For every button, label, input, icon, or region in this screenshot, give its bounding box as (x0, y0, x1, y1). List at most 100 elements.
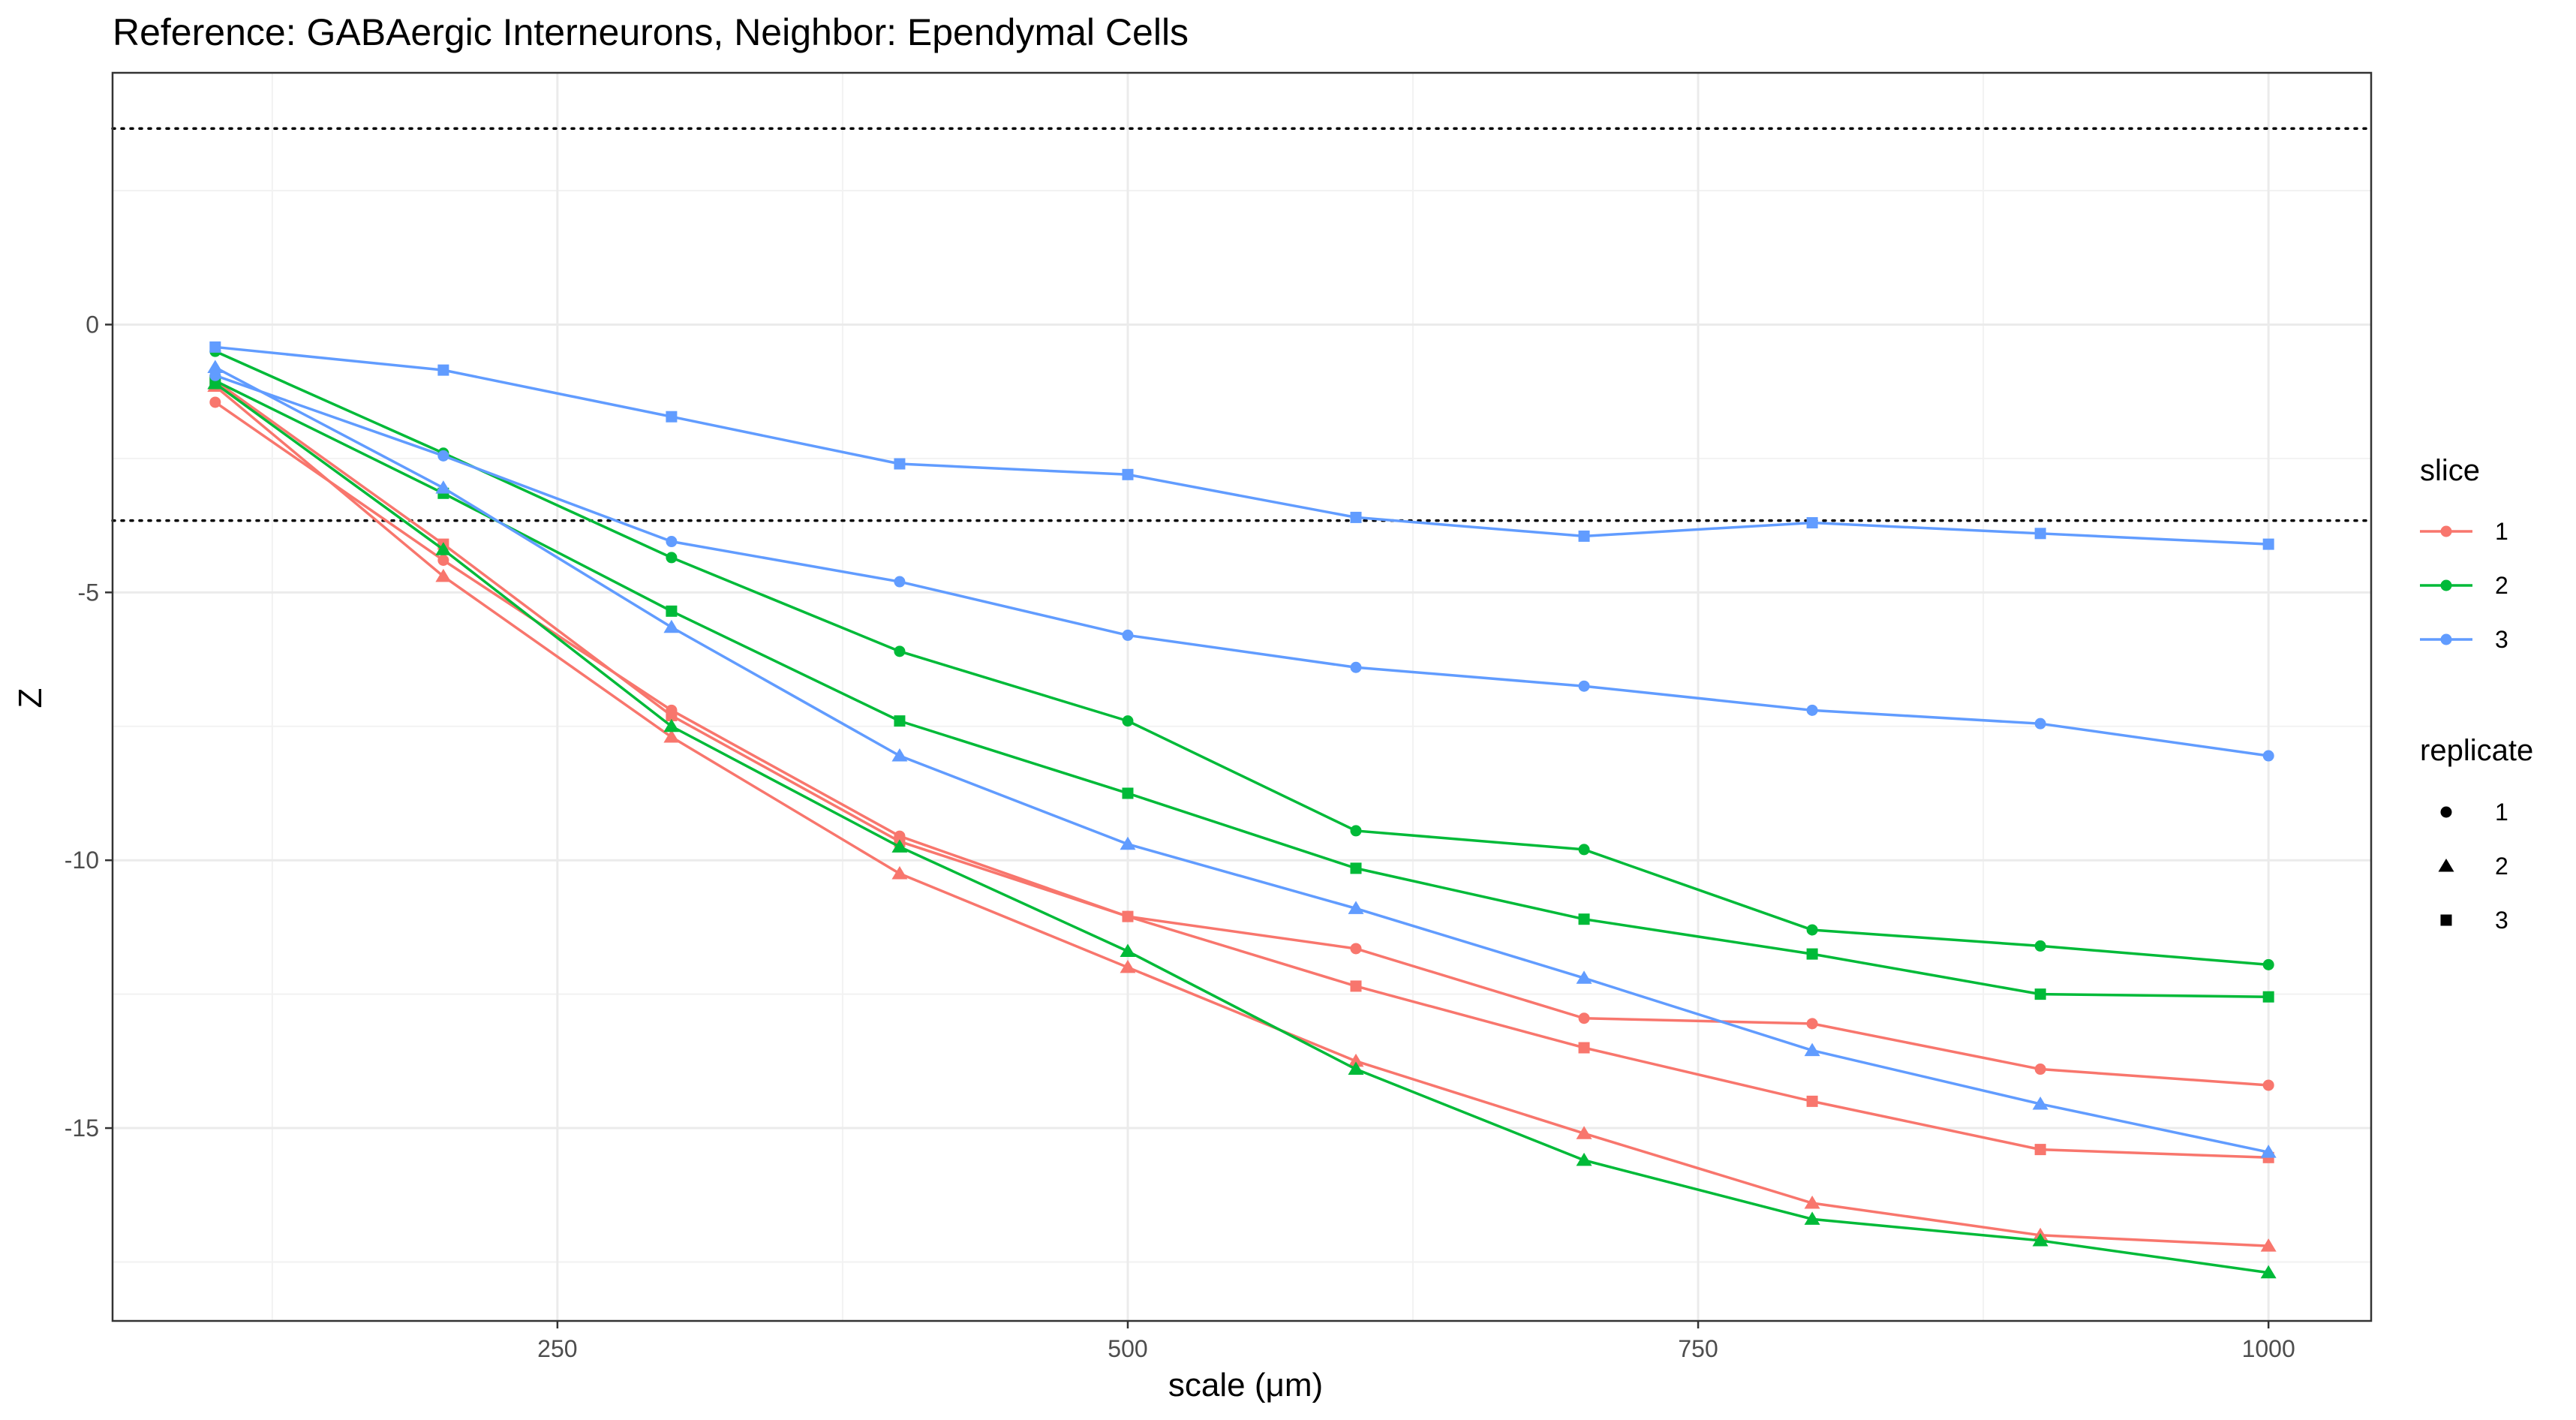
data-point (894, 645, 906, 657)
data-point (207, 360, 224, 374)
reference-lines (111, 127, 2373, 522)
y-tick-label: -5 (78, 579, 99, 606)
axis-tick-labels: 250 500 750 1000 0 -5 -10 -15 (65, 311, 2295, 1362)
series-slice2-replicate2 (207, 375, 2277, 1279)
data-point (1348, 1061, 1364, 1076)
series-line (215, 379, 2269, 998)
series-line (214, 401, 2269, 1087)
data-point (666, 552, 678, 564)
data-point (2034, 718, 2046, 730)
data-point (891, 866, 908, 880)
data-point (1806, 924, 1818, 936)
data-point (2034, 940, 2046, 952)
data-point (1804, 1195, 1820, 1209)
data-point (891, 748, 908, 762)
data-point (209, 396, 221, 408)
data-point (666, 411, 678, 423)
legend-key-point (2440, 579, 2452, 591)
legend-label: 2 (2495, 572, 2508, 599)
data-point (666, 709, 678, 721)
legend-label: 1 (2495, 799, 2508, 826)
data-point (2262, 750, 2274, 762)
x-tick-label: 500 (1108, 1335, 1147, 1362)
legend: slice 1 2 3 replicate 1 2 3 (2420, 454, 2533, 934)
data-point (1120, 836, 1136, 850)
data-point (1122, 910, 1134, 922)
series-slice3-replicate2 (207, 360, 2277, 1158)
grid-layer (113, 73, 2371, 1321)
data-point (209, 341, 221, 353)
legend-title-replicate: replicate (2420, 734, 2533, 767)
data-point (1350, 511, 1362, 523)
data-point (1122, 715, 1134, 727)
legend-title-slice: slice (2420, 454, 2480, 487)
series-slice3-replicate1 (209, 369, 2274, 762)
data-point (666, 605, 678, 617)
data-point (1350, 862, 1362, 874)
data-point (1348, 901, 1364, 914)
chart-title: Reference: GABAergic Interneurons, Neigh… (113, 11, 1189, 53)
data-point (663, 619, 680, 633)
data-point (1120, 943, 1136, 958)
data-point (1350, 943, 1362, 955)
series-slice2-replicate3 (209, 375, 2274, 1003)
x-axis-title: scale (μm) (1168, 1367, 1323, 1403)
data-point (1350, 825, 1362, 837)
data-point (1576, 1126, 1592, 1139)
data-point (2034, 1063, 2046, 1076)
data-point (2032, 1096, 2048, 1110)
data-point (2260, 1265, 2277, 1279)
data-point (2262, 538, 2274, 550)
data-point (2262, 1079, 2274, 1091)
data-point (437, 364, 449, 376)
data-point (1578, 1012, 1590, 1024)
y-tick-label: -15 (65, 1115, 99, 1142)
legend-label: 3 (2495, 626, 2508, 653)
series-line (214, 382, 2269, 1274)
series-slice1-replicate1 (209, 396, 2274, 1091)
data-point (2034, 1144, 2046, 1156)
data-point (2034, 528, 2046, 540)
data-point (1348, 1053, 1364, 1067)
series-slice3-replicate3 (209, 341, 2274, 550)
data-point (437, 450, 449, 462)
legend-key-point (2440, 525, 2452, 537)
data-point (663, 730, 680, 743)
series-line (215, 345, 2269, 546)
data-point (2032, 1232, 2048, 1247)
data-point (2034, 988, 2046, 1000)
data-point (666, 536, 678, 548)
legend-key-point (2440, 633, 2452, 645)
series-line (215, 366, 2269, 1154)
data-point (1806, 1095, 1818, 1107)
series-layer (207, 341, 2277, 1279)
data-point (1804, 1211, 1820, 1225)
data-point (1350, 661, 1362, 673)
data-point (2262, 958, 2274, 970)
series-slice1-replicate2 (207, 378, 2277, 1252)
data-point (891, 839, 908, 853)
legend-shape-key (2440, 914, 2452, 926)
data-point (1122, 629, 1134, 641)
series-line (214, 379, 2269, 1160)
legend-shape-key (2440, 806, 2452, 818)
data-point (1806, 1018, 1818, 1030)
data-point (1578, 913, 1590, 925)
data-point (1806, 517, 1818, 529)
data-point (1578, 530, 1590, 542)
data-point (1806, 948, 1818, 960)
data-point (1804, 1042, 1820, 1057)
data-point (2260, 1238, 2277, 1252)
data-point (663, 718, 680, 733)
data-point (2260, 1145, 2277, 1158)
y-axis-title: Z (12, 688, 49, 708)
legend-label: 1 (2495, 518, 2508, 545)
series-line (215, 374, 2269, 757)
data-point (894, 715, 906, 727)
y-tick-label: -10 (65, 847, 99, 874)
data-point (1578, 680, 1590, 692)
data-point (1122, 468, 1134, 480)
x-tick-label: 750 (1678, 1335, 1718, 1362)
